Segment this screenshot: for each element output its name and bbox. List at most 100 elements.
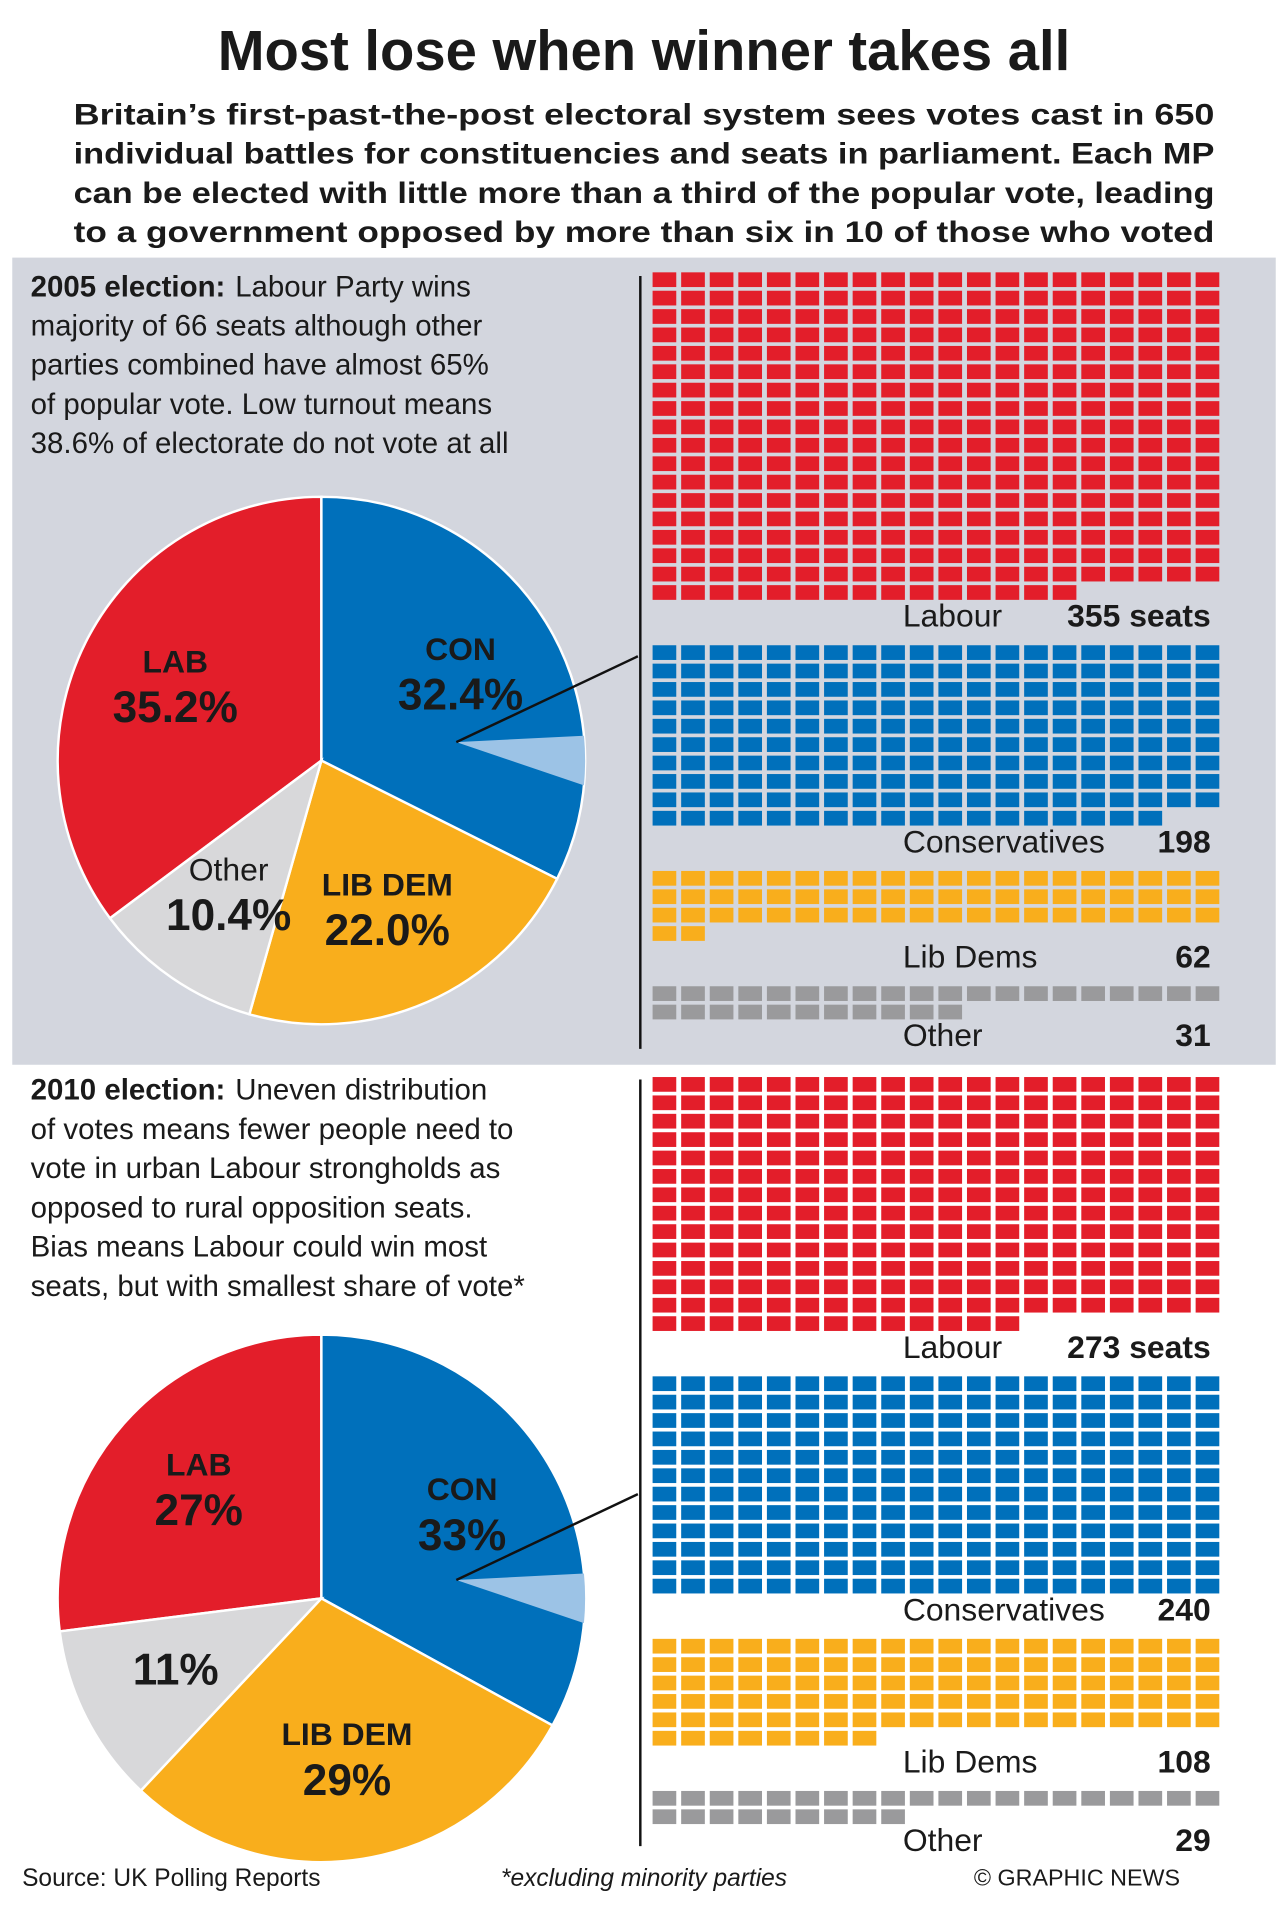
seat bbox=[881, 1077, 905, 1092]
seat bbox=[938, 663, 963, 679]
seat bbox=[766, 1077, 791, 1092]
seat bbox=[766, 1638, 791, 1654]
seat bbox=[909, 511, 934, 527]
seat bbox=[1167, 1638, 1191, 1654]
seat bbox=[852, 682, 877, 697]
seat bbox=[681, 1541, 705, 1557]
seat bbox=[852, 1560, 877, 1576]
seat bbox=[1138, 1413, 1163, 1428]
pie-slice bbox=[56, 495, 323, 920]
seat bbox=[1109, 663, 1134, 679]
seat bbox=[1024, 1675, 1048, 1691]
seat bbox=[681, 1578, 705, 1594]
seat bbox=[652, 1113, 677, 1129]
description-heading: 2005 election: bbox=[31, 270, 226, 303]
seat bbox=[795, 364, 820, 380]
seat bbox=[709, 1077, 734, 1092]
seat bbox=[966, 1095, 991, 1111]
seat bbox=[824, 1394, 848, 1410]
seat bbox=[1024, 1095, 1048, 1111]
seat bbox=[1024, 364, 1048, 380]
seat bbox=[1081, 1187, 1105, 1203]
seat bbox=[824, 737, 848, 752]
seat bbox=[824, 889, 848, 905]
seat bbox=[795, 1638, 820, 1654]
seat bbox=[1195, 1486, 1220, 1502]
seat bbox=[824, 1205, 848, 1221]
seat bbox=[1195, 1242, 1220, 1258]
seat bbox=[795, 792, 820, 808]
seat bbox=[1024, 1132, 1048, 1147]
seat bbox=[824, 382, 848, 398]
party-name: Conservatives bbox=[903, 823, 1105, 859]
seat bbox=[652, 700, 677, 716]
seat bbox=[995, 345, 1020, 361]
seat bbox=[709, 474, 734, 490]
seat bbox=[881, 566, 905, 582]
seat bbox=[1024, 529, 1048, 545]
seat bbox=[824, 309, 848, 324]
seat bbox=[1138, 1261, 1163, 1276]
seat bbox=[1138, 1132, 1163, 1147]
seat bbox=[1195, 1523, 1220, 1539]
seat bbox=[966, 774, 991, 789]
seat bbox=[681, 774, 705, 789]
seat bbox=[1195, 272, 1220, 288]
seat bbox=[824, 1242, 848, 1258]
seat bbox=[1167, 493, 1191, 508]
seat bbox=[909, 1297, 934, 1313]
seat bbox=[881, 907, 905, 923]
seat bbox=[1195, 1187, 1220, 1203]
seat bbox=[909, 774, 934, 789]
seat bbox=[966, 585, 991, 600]
seat bbox=[909, 566, 934, 582]
seat bbox=[881, 1809, 905, 1825]
seat bbox=[681, 1187, 705, 1203]
seat bbox=[1167, 1205, 1191, 1221]
seat bbox=[709, 401, 734, 416]
seat bbox=[938, 327, 963, 343]
seat bbox=[995, 645, 1020, 660]
seat bbox=[909, 1523, 934, 1539]
seat bbox=[938, 1150, 963, 1166]
seat bbox=[709, 345, 734, 361]
seat bbox=[824, 529, 848, 545]
seat bbox=[824, 774, 848, 789]
seat bbox=[652, 309, 677, 324]
seat bbox=[709, 1486, 734, 1502]
seat bbox=[681, 645, 705, 660]
seat bbox=[681, 792, 705, 808]
seat bbox=[1024, 327, 1048, 343]
seat bbox=[738, 272, 763, 288]
seat bbox=[1167, 700, 1191, 716]
seat bbox=[1052, 1712, 1077, 1728]
seat bbox=[1109, 1505, 1134, 1520]
seat bbox=[938, 401, 963, 416]
seat bbox=[995, 870, 1020, 886]
seat bbox=[709, 1730, 734, 1746]
seat bbox=[795, 1224, 820, 1239]
seat bbox=[1195, 645, 1220, 660]
seat bbox=[652, 1077, 677, 1092]
seat bbox=[995, 1413, 1020, 1428]
seat bbox=[766, 1297, 791, 1313]
seat bbox=[1052, 382, 1077, 398]
seat bbox=[766, 774, 791, 789]
seat bbox=[995, 272, 1020, 288]
seat-count: 273 seats bbox=[1067, 1329, 1211, 1365]
seat bbox=[1081, 1394, 1105, 1410]
pie-slice bbox=[320, 1333, 587, 1728]
seat bbox=[766, 1809, 791, 1825]
seat bbox=[909, 889, 934, 905]
seat bbox=[881, 870, 905, 886]
seat bbox=[1024, 345, 1048, 361]
seat bbox=[1138, 1150, 1163, 1166]
seat bbox=[681, 1486, 705, 1502]
seat bbox=[881, 1449, 905, 1465]
seat bbox=[681, 1413, 705, 1428]
seat bbox=[1138, 889, 1163, 905]
seat bbox=[1052, 986, 1077, 1001]
seat bbox=[1138, 382, 1163, 398]
seat bbox=[966, 1113, 991, 1129]
seat bbox=[1195, 774, 1220, 789]
